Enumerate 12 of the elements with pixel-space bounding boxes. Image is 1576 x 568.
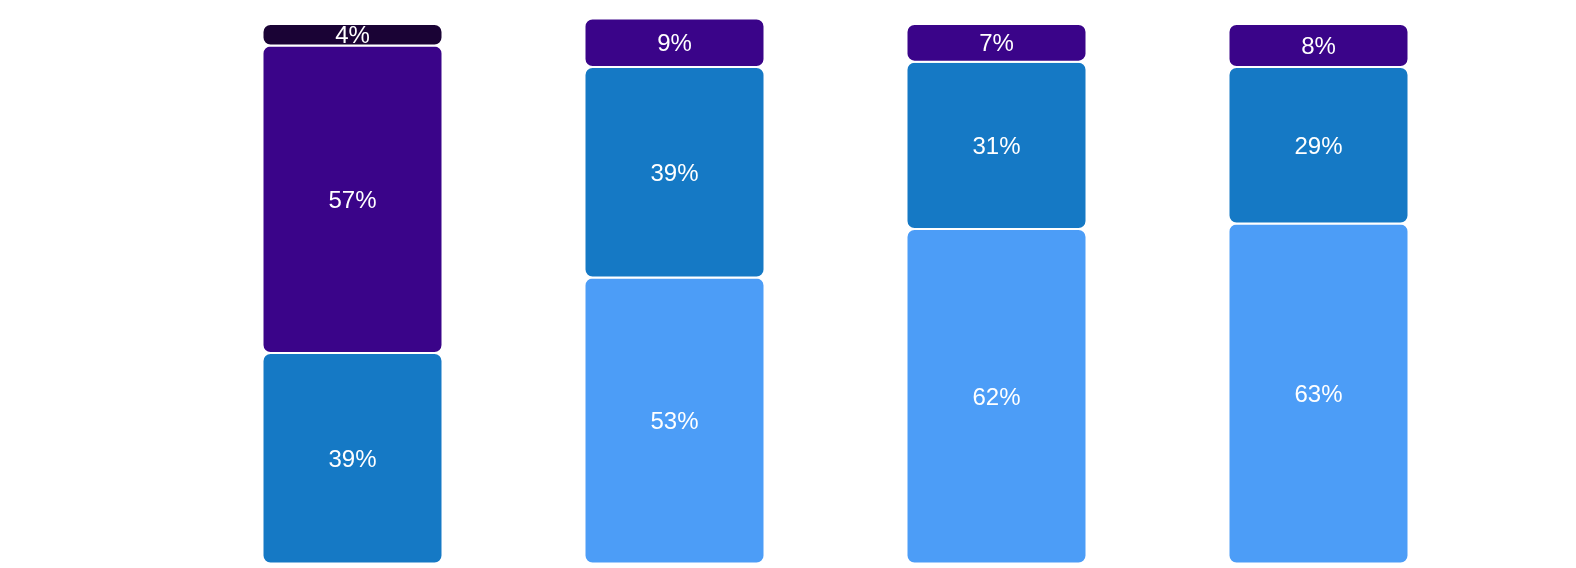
data-label: 39% xyxy=(328,444,377,472)
data-label: 39% xyxy=(650,158,699,186)
data-label: 31% xyxy=(972,131,1021,159)
data-label: 63% xyxy=(1294,380,1343,408)
data-label: 9% xyxy=(657,29,692,57)
data-label: 4% xyxy=(335,21,370,49)
data-label: 57% xyxy=(328,185,377,213)
data-label: 8% xyxy=(1301,31,1336,59)
data-label: 62% xyxy=(972,382,1021,410)
data-label: 7% xyxy=(979,29,1014,57)
data-label: 29% xyxy=(1294,131,1343,159)
data-label: 53% xyxy=(650,407,699,434)
